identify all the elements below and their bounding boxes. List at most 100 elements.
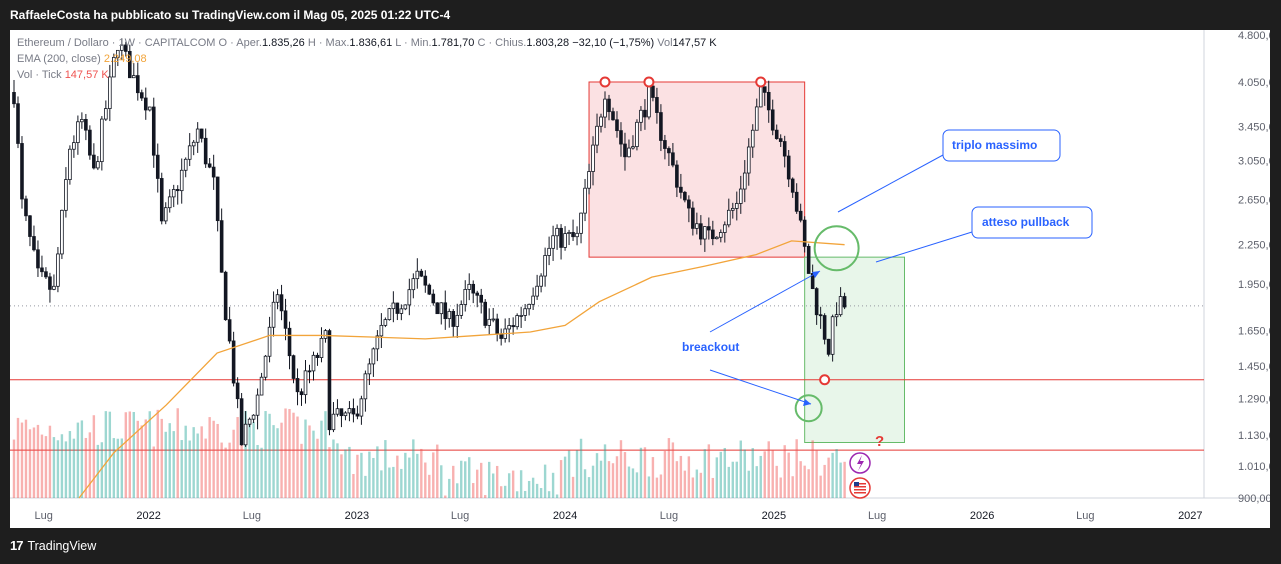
legend-symbol[interactable]: Ethereum / Dollaro · 1W · CAPITALCOM xyxy=(17,37,216,49)
publish-title: RaffaeleCosta ha pubblicato su TradingVi… xyxy=(10,8,451,22)
breakout-arrow-up xyxy=(709,270,821,333)
candle-body xyxy=(319,337,324,359)
y-tick-label: 1.950,00 xyxy=(1238,279,1270,291)
candle-body xyxy=(607,98,611,113)
x-tick-label: Lug xyxy=(243,510,261,522)
candlestick-chart[interactable]: 4.800,00 4.050,00 3.450,00 3.050,00 2.650,00… xyxy=(10,30,1270,528)
candle-body xyxy=(239,398,244,446)
candle-body xyxy=(443,302,448,320)
volume-bar xyxy=(831,452,834,498)
volume-bar xyxy=(543,464,547,498)
volume-bar xyxy=(719,451,723,498)
peak-marker xyxy=(599,76,611,88)
volume-bar xyxy=(340,454,343,498)
volume-bar xyxy=(128,411,131,498)
legend-low: 1.781,70 xyxy=(431,37,475,49)
candle-body xyxy=(259,376,264,396)
candle-body xyxy=(575,232,579,238)
tradingview-logo[interactable]: 17 TradingView xyxy=(10,538,96,553)
candle-body xyxy=(247,418,252,425)
candle-body xyxy=(219,220,224,273)
volume-bar xyxy=(815,450,818,498)
volume-bar xyxy=(160,418,163,498)
candle-body xyxy=(782,141,787,157)
volume-bar xyxy=(807,469,810,498)
x-tick-label: Lug xyxy=(1076,510,1094,522)
candle-body xyxy=(124,44,128,52)
candle-body xyxy=(806,245,811,274)
volume-bar xyxy=(539,488,543,498)
volume-bar xyxy=(484,495,487,498)
candle-body xyxy=(571,232,575,238)
candle-body xyxy=(131,75,136,79)
volume-bar xyxy=(819,475,822,498)
volume-bar xyxy=(495,465,499,498)
volume-bar xyxy=(615,456,619,498)
candle-body xyxy=(559,227,563,248)
candle-body xyxy=(495,318,499,335)
volume-bar xyxy=(264,411,267,498)
volume-bar xyxy=(491,473,495,498)
legend-ema-row[interactable]: EMA (200, close) 2.249,08 xyxy=(17,51,717,67)
volume-bar xyxy=(671,442,675,498)
callout-triple-top-pointer xyxy=(837,154,944,213)
candle-body xyxy=(802,219,807,247)
candle-body xyxy=(92,154,96,169)
breakout-arrow-down-head xyxy=(803,399,811,406)
volume-bar xyxy=(244,410,247,498)
volume-bar xyxy=(699,472,703,498)
legend-ema-value: 2.249,08 xyxy=(103,53,147,65)
volume-bar xyxy=(480,462,483,498)
volume-bar xyxy=(715,457,719,498)
candle-body xyxy=(707,226,711,231)
pullback-circle xyxy=(813,225,860,272)
candle-body xyxy=(543,255,547,277)
candle-body xyxy=(223,271,228,321)
candle-body xyxy=(451,310,456,327)
volume-bar xyxy=(12,439,16,498)
volume-bar xyxy=(172,431,175,498)
volume-bar xyxy=(472,483,475,498)
volume-bar xyxy=(252,422,255,498)
legend-ema-label: EMA (200, close) xyxy=(17,53,101,65)
candle-body xyxy=(403,304,408,310)
candle-body xyxy=(383,319,388,326)
candle-body xyxy=(583,187,587,214)
volume-bar xyxy=(220,442,223,498)
candle-body xyxy=(818,314,823,317)
volume-bar xyxy=(679,455,683,498)
volume-bar xyxy=(448,478,451,498)
volume-bar xyxy=(376,446,379,498)
legend-voltick-row[interactable]: Vol · Tick 147,57 K xyxy=(17,67,717,83)
candle-body xyxy=(399,308,404,314)
candle-body xyxy=(287,327,292,357)
volume-bar xyxy=(683,470,687,498)
candle-body xyxy=(271,301,276,328)
candle-body xyxy=(72,142,76,150)
candle-body xyxy=(655,97,659,113)
candle-body xyxy=(411,278,416,291)
candle-body xyxy=(100,118,104,163)
x-tick-label: Lug xyxy=(868,510,886,522)
candle-body xyxy=(135,75,140,94)
peak-marker xyxy=(755,76,767,88)
candle-body xyxy=(483,301,488,326)
candle-body xyxy=(56,253,60,287)
volume-bar xyxy=(591,465,595,498)
y-tick-label: 900,00 xyxy=(1238,493,1270,505)
candle-body xyxy=(691,207,695,229)
volume-bar xyxy=(723,447,727,498)
volume-bar xyxy=(595,453,599,498)
volume-bar xyxy=(803,465,806,498)
volume-bar xyxy=(188,440,191,498)
candle-body xyxy=(822,315,827,340)
volume-bar xyxy=(547,491,551,498)
candle-body xyxy=(195,128,200,143)
candle-body xyxy=(64,179,68,211)
volume-bar xyxy=(663,450,667,498)
candle-body xyxy=(263,355,268,378)
candle-body xyxy=(371,348,376,365)
candle-body xyxy=(303,370,308,396)
candle-body xyxy=(367,363,372,375)
volume-bar xyxy=(703,449,707,498)
